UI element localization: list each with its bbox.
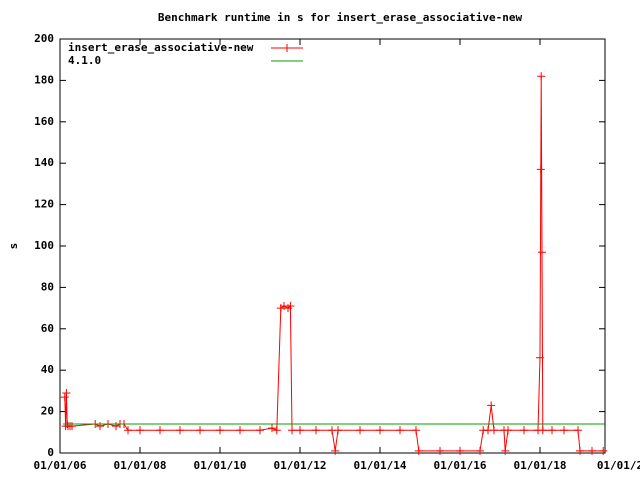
- point-marker: [414, 446, 423, 455]
- y-tick-label: 0: [47, 446, 54, 459]
- x-tick-label: 01/01/16: [434, 459, 487, 472]
- point-marker: [176, 426, 184, 435]
- point-marker: [136, 426, 144, 435]
- point-marker: [396, 426, 404, 435]
- point-marker: [456, 446, 464, 455]
- point-marker: [112, 422, 120, 431]
- y-tick-label: 20: [41, 405, 54, 418]
- chart-title: Benchmark runtime in s for insert_erase_…: [158, 11, 523, 24]
- point-marker: [538, 248, 546, 257]
- point-marker: [256, 426, 264, 435]
- y-axis-label: s: [7, 243, 20, 250]
- point-marker: [268, 424, 276, 433]
- point-marker: [501, 446, 510, 455]
- y-tick-label: 60: [41, 322, 54, 335]
- y-tick-label: 120: [34, 198, 54, 211]
- y-tick-label: 100: [34, 239, 54, 252]
- x-tick-label: 01/01/12: [274, 459, 327, 472]
- point-marker: [276, 304, 285, 313]
- point-marker: [538, 426, 547, 435]
- point-marker: [272, 426, 281, 435]
- point-marker: [548, 426, 556, 435]
- point-marker: [487, 401, 496, 410]
- x-tick-label: 01/01/18: [514, 459, 567, 472]
- point-marker: [536, 353, 544, 362]
- point-marker: [412, 426, 420, 435]
- point-marker: [312, 426, 320, 435]
- point-marker: [216, 426, 224, 435]
- point-marker: [334, 426, 342, 435]
- y-tick-label: 160: [34, 115, 54, 128]
- point-marker: [96, 422, 104, 431]
- point-marker: [560, 426, 568, 435]
- series-line: [64, 76, 604, 452]
- point-marker: [68, 422, 76, 431]
- point-marker: [356, 426, 364, 435]
- plot-frame: [59, 38, 606, 454]
- x-tick-label: 01/01/06: [34, 459, 87, 472]
- legend-label: insert_erase_associative-new: [68, 41, 254, 54]
- x-tick-label: 01/01/08: [114, 459, 167, 472]
- y-tick-label: 40: [41, 363, 54, 376]
- x-tick-label: 01/01/2: [597, 459, 640, 472]
- point-marker: [599, 446, 608, 455]
- point-marker: [286, 302, 295, 311]
- point-marker: [156, 426, 164, 435]
- legend-marker: [283, 44, 291, 52]
- y-tick-label: 140: [34, 156, 54, 169]
- point-marker: [504, 426, 512, 435]
- point-marker: [376, 426, 384, 435]
- y-tick-label: 200: [34, 32, 54, 45]
- point-marker: [288, 426, 296, 435]
- point-marker: [60, 393, 69, 402]
- point-marker: [520, 426, 528, 435]
- y-tick-label: 80: [41, 280, 54, 293]
- point-marker: [537, 72, 546, 81]
- point-marker: [536, 165, 545, 174]
- point-marker: [576, 446, 584, 455]
- point-marker: [476, 446, 484, 455]
- x-tick-label: 01/01/14: [354, 459, 407, 472]
- point-marker: [490, 426, 498, 435]
- legend-label: 4.1.0: [68, 54, 101, 67]
- point-marker: [574, 426, 582, 435]
- point-marker: [331, 446, 340, 455]
- point-marker: [124, 426, 132, 435]
- point-marker: [588, 446, 596, 455]
- point-marker: [62, 388, 71, 397]
- x-tick-label: 01/01/10: [194, 459, 247, 472]
- point-marker: [296, 426, 304, 435]
- point-marker: [436, 446, 444, 455]
- point-marker: [236, 426, 244, 435]
- point-marker: [196, 426, 204, 435]
- y-tick-label: 180: [34, 73, 54, 86]
